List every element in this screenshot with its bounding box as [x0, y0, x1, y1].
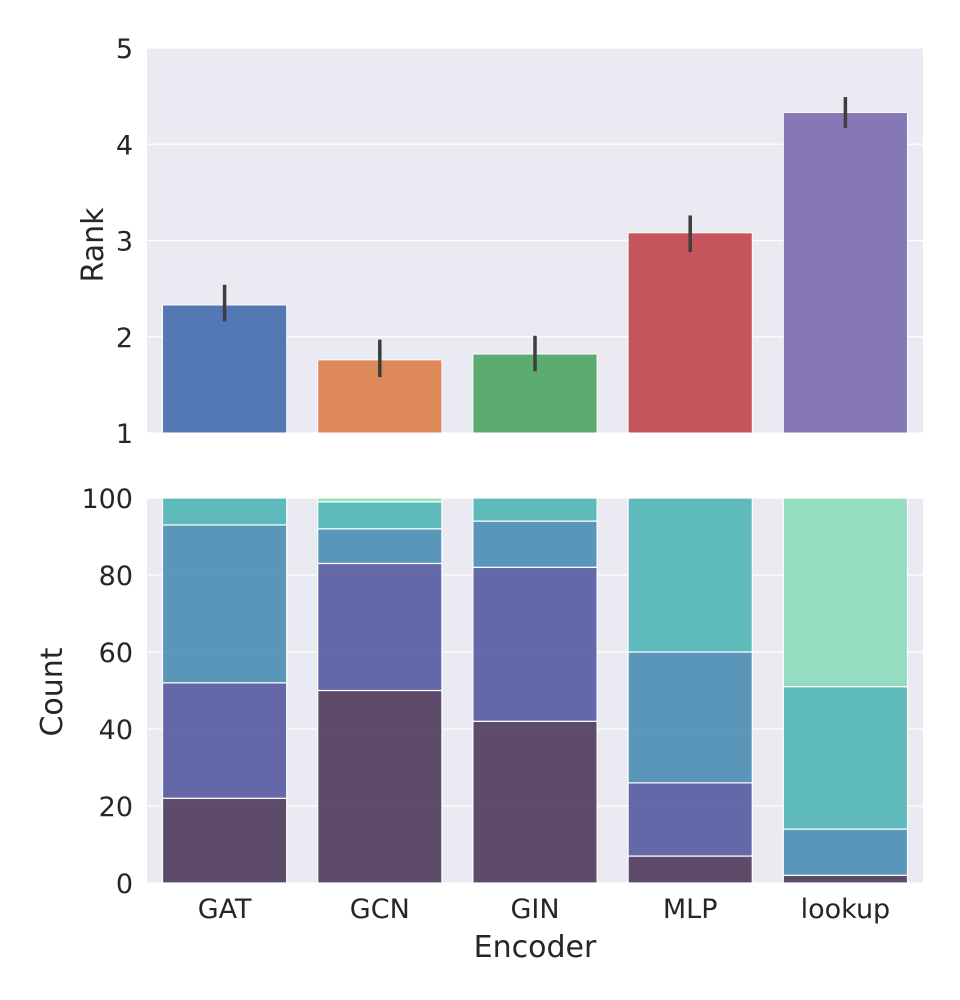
- count-bar-mlp-segment-1: [627, 782, 753, 857]
- rank-y-tick-label: 1: [116, 419, 133, 450]
- count-bar-gcn-segment-0: [317, 689, 443, 884]
- count-x-tick-label-gin: GIN: [510, 894, 559, 925]
- count-bar-lookup-segment-4: [782, 497, 909, 688]
- count-bar-gcn-segment-4: [317, 497, 443, 503]
- count-panel: 0 20 40 60 80 100 GAT GCN GIN MLP lookup Count En…: [35, 484, 923, 965]
- count-bar-gat-segment-3: [161, 497, 288, 526]
- count-x-tick-label-mlp: MLP: [663, 894, 718, 925]
- rank-bar-lookup: [782, 111, 908, 434]
- count-y-tick-label: 20: [99, 792, 133, 823]
- count-y-tick-label: 40: [99, 715, 133, 746]
- count-x-tick-label-lookup: lookup: [801, 894, 891, 925]
- rank-y-tick-label: 4: [116, 130, 133, 161]
- count-y-tick-label: 60: [99, 638, 133, 669]
- rank-bar-gat: [162, 304, 288, 434]
- rank-error-bars: [222, 97, 848, 378]
- count-bar-gin-segment-1: [472, 566, 598, 722]
- count-bar-gat-segment-2: [161, 524, 288, 684]
- rank-y-tick-label: 5: [116, 34, 133, 65]
- count-bar-gin-segment-2: [472, 520, 598, 568]
- count-bar-gin-segment-3: [472, 497, 598, 522]
- rank-panel: 1 2 3 4 5 Rank: [76, 34, 923, 450]
- count-bar-mlp-segment-3: [627, 497, 753, 653]
- count-y-tick-label: 80: [99, 561, 133, 592]
- rank-y-tick-label: 3: [116, 227, 133, 258]
- count-x-tick-label-gcn: GCN: [350, 894, 410, 925]
- rank-y-tick-label: 2: [116, 323, 133, 354]
- rank-y-tick-labels: 1 2 3 4 5: [116, 34, 133, 450]
- rank-bar-mlp: [627, 232, 753, 434]
- count-y-tick-label: 100: [81, 484, 133, 515]
- count-y-tick-labels: 0 20 40 60 80 100: [81, 484, 133, 900]
- count-bar-gcn-segment-1: [317, 562, 443, 692]
- count-bar-mlp-segment-2: [627, 651, 753, 784]
- count-bar-gat-segment-1: [161, 682, 288, 799]
- count-x-tick-labels: GAT GCN GIN MLP lookup: [198, 894, 891, 925]
- count-bar-gat-segment-0: [161, 797, 288, 884]
- count-bar-gcn-segment-3: [317, 501, 443, 530]
- count-bar-gcn-segment-2: [317, 528, 443, 565]
- count-bar-lookup-segment-0: [782, 874, 909, 884]
- count-bar-gin-segment-0: [472, 720, 598, 884]
- rank-y-axis-label: Rank: [76, 207, 111, 283]
- count-bar-lookup-segment-2: [782, 828, 909, 876]
- count-bar-mlp-segment-0: [627, 855, 753, 884]
- count-bars: [161, 497, 909, 884]
- count-y-axis-label: Count: [35, 647, 70, 736]
- count-bar-lookup-segment-3: [782, 686, 909, 830]
- count-y-tick-label: 0: [116, 869, 133, 900]
- count-x-tick-label-gat: GAT: [198, 894, 252, 925]
- count-x-axis-label: Encoder: [474, 930, 597, 965]
